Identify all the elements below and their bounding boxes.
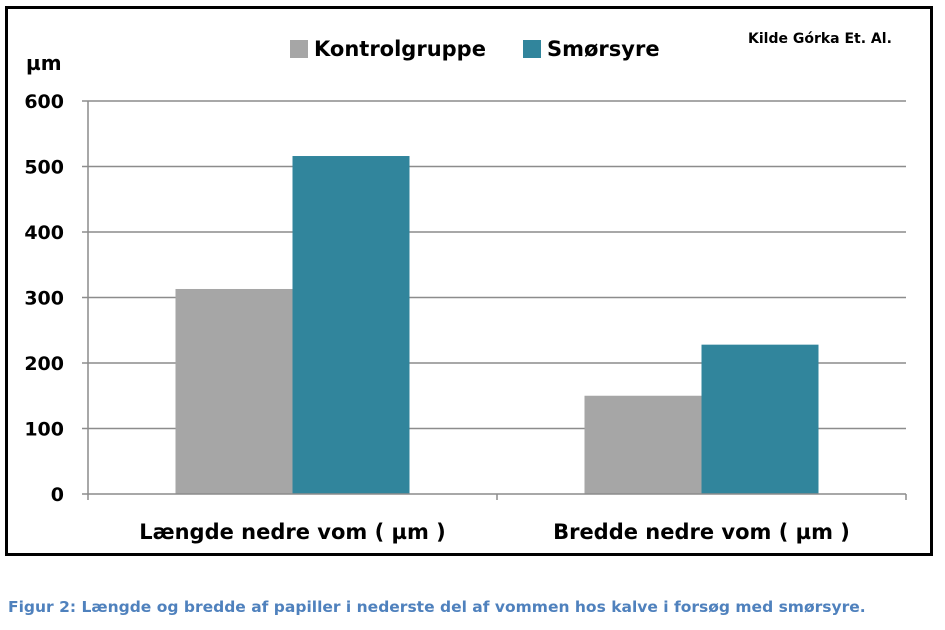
- bar-kontrolgruppe: [584, 395, 702, 494]
- y-tick-label: 200: [24, 353, 64, 375]
- legend-swatch: [523, 40, 541, 58]
- bar-smorsyre: [701, 344, 819, 494]
- figure-caption: Figur 2: Længde og bredde af papiller i …: [8, 598, 866, 616]
- legend-label: Smørsyre: [547, 37, 660, 61]
- y-axis-unit-label: µm: [26, 51, 62, 75]
- legend-swatch: [290, 40, 308, 58]
- y-tick-label: 100: [24, 419, 64, 441]
- x-category-label: Længde nedre vom ( µm ): [139, 520, 446, 544]
- bar-kontrolgruppe: [175, 288, 293, 494]
- y-tick-label: 300: [24, 288, 64, 310]
- legend-label: Kontrolgruppe: [314, 37, 486, 61]
- y-tick-label: 600: [24, 91, 64, 113]
- bar-smorsyre: [292, 156, 410, 494]
- y-tick-label: 0: [51, 484, 64, 506]
- y-tick-label: 500: [24, 157, 64, 179]
- axes: 0 100 200 300 400 500 600 Længde nedre vom ( µm…: [24, 91, 907, 544]
- legend: Kontrolgruppe Smørsyre: [290, 37, 660, 61]
- y-tick-label: 400: [24, 222, 64, 244]
- source-note: Kilde Górka Et. Al.: [748, 31, 892, 47]
- bar-chart: µm Kilde Górka Et. Al. 0 100 200 300 400 500 6…: [24, 31, 907, 544]
- x-category-label: Bredde nedre vom ( µm ): [553, 520, 850, 544]
- chart-frame: µm Kilde Górka Et. Al. 0 100 200 300 400 500 6…: [5, 6, 933, 556]
- bars: [175, 156, 819, 494]
